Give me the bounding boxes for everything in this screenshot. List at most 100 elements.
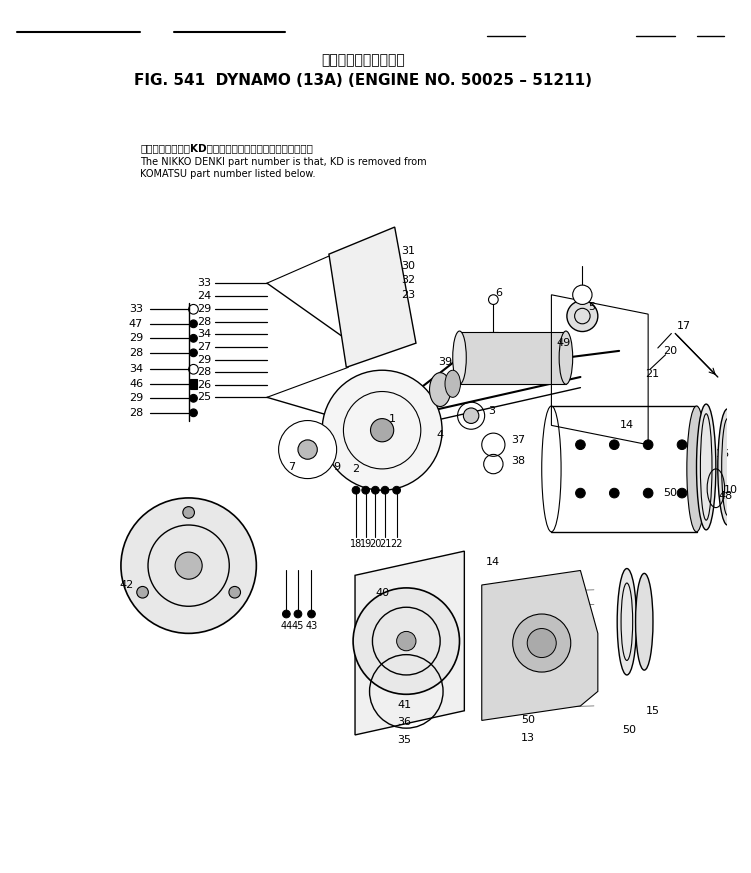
Circle shape <box>352 486 360 494</box>
Text: 44: 44 <box>280 621 292 630</box>
Text: KOMATSU part number listed below.: KOMATSU part number listed below. <box>140 168 315 179</box>
Text: The NIKKO DENKI part number is that, KD is removed from: The NIKKO DENKI part number is that, KD … <box>140 157 427 168</box>
Ellipse shape <box>559 331 573 384</box>
Text: 36: 36 <box>397 718 412 727</box>
Ellipse shape <box>445 370 460 397</box>
Text: 25: 25 <box>197 392 211 402</box>
Circle shape <box>121 498 256 634</box>
Text: 6: 6 <box>496 288 502 298</box>
Text: 12: 12 <box>638 629 653 638</box>
Ellipse shape <box>741 414 751 520</box>
Text: 34: 34 <box>129 364 143 375</box>
Circle shape <box>575 440 585 450</box>
Circle shape <box>279 421 336 478</box>
Polygon shape <box>481 570 598 720</box>
Circle shape <box>527 629 556 657</box>
Text: 40: 40 <box>375 588 389 598</box>
Ellipse shape <box>696 404 716 530</box>
Text: 29: 29 <box>197 354 211 365</box>
Text: 42: 42 <box>119 580 134 590</box>
Text: ダイナモ　　適用号機: ダイナモ 適用号機 <box>321 52 405 66</box>
Polygon shape <box>189 379 198 388</box>
Ellipse shape <box>687 406 706 532</box>
Text: 14: 14 <box>487 557 500 567</box>
Polygon shape <box>460 332 566 384</box>
Text: 33: 33 <box>197 278 211 288</box>
Circle shape <box>372 486 379 494</box>
Text: 45: 45 <box>292 621 304 630</box>
Text: 31: 31 <box>402 246 415 257</box>
Text: 29: 29 <box>197 305 211 314</box>
Text: 50: 50 <box>622 725 636 735</box>
Text: 18: 18 <box>350 540 362 549</box>
Text: 26: 26 <box>197 380 211 389</box>
Text: 13: 13 <box>521 732 535 743</box>
Circle shape <box>322 370 442 491</box>
Ellipse shape <box>430 373 451 407</box>
Ellipse shape <box>718 409 737 525</box>
Text: FIG. 541  DYNAMO (13A) (ENGINE NO. 50025 – 51211): FIG. 541 DYNAMO (13A) (ENGINE NO. 50025 … <box>134 72 592 87</box>
Text: 16: 16 <box>716 450 730 459</box>
Ellipse shape <box>635 574 653 670</box>
Text: 14: 14 <box>620 421 634 430</box>
Circle shape <box>137 587 149 598</box>
Text: 20: 20 <box>664 346 677 356</box>
Circle shape <box>189 320 198 327</box>
Text: 29: 29 <box>129 394 143 403</box>
Text: 46: 46 <box>129 379 143 388</box>
Text: 4: 4 <box>436 430 444 440</box>
Text: 15: 15 <box>696 484 710 493</box>
Text: 47: 47 <box>129 319 143 329</box>
Text: 28: 28 <box>197 317 211 327</box>
Text: 33: 33 <box>129 305 143 314</box>
Text: 23: 23 <box>402 290 415 299</box>
Text: 2: 2 <box>352 464 360 474</box>
Text: 38: 38 <box>511 457 525 466</box>
Text: 7: 7 <box>288 462 296 472</box>
Text: 49: 49 <box>556 338 571 348</box>
Ellipse shape <box>617 568 637 675</box>
Circle shape <box>175 552 202 579</box>
Text: 17: 17 <box>677 320 691 331</box>
Circle shape <box>189 334 198 342</box>
Text: 5: 5 <box>588 302 595 313</box>
Text: 30: 30 <box>402 261 415 271</box>
Text: 39: 39 <box>439 358 453 368</box>
Text: 50: 50 <box>663 488 677 498</box>
Circle shape <box>677 488 687 498</box>
Text: 27: 27 <box>197 342 211 352</box>
Circle shape <box>610 440 619 450</box>
Text: 15: 15 <box>646 705 660 716</box>
Text: 28: 28 <box>129 347 143 358</box>
Circle shape <box>463 408 479 423</box>
Text: 43: 43 <box>306 621 318 630</box>
Circle shape <box>370 418 394 442</box>
Text: 50: 50 <box>521 716 535 725</box>
Text: 12: 12 <box>696 450 710 459</box>
Circle shape <box>189 395 198 402</box>
Circle shape <box>393 486 400 494</box>
Circle shape <box>575 488 585 498</box>
Text: 29: 29 <box>129 333 143 343</box>
Text: 20: 20 <box>369 540 382 549</box>
Circle shape <box>644 440 653 450</box>
Text: 22: 22 <box>391 540 403 549</box>
Circle shape <box>189 409 198 416</box>
Polygon shape <box>355 551 464 735</box>
Circle shape <box>644 488 653 498</box>
Circle shape <box>298 440 318 459</box>
Circle shape <box>189 349 198 357</box>
Circle shape <box>397 631 416 650</box>
Text: 35: 35 <box>397 735 412 745</box>
Text: 37: 37 <box>511 435 525 445</box>
Circle shape <box>489 295 498 305</box>
Text: 9: 9 <box>333 462 340 472</box>
Text: 3: 3 <box>489 406 496 416</box>
Text: 28: 28 <box>197 368 211 377</box>
Circle shape <box>353 588 460 694</box>
Circle shape <box>294 610 302 618</box>
Text: 28: 28 <box>129 408 143 418</box>
Circle shape <box>282 610 290 618</box>
Circle shape <box>182 506 195 519</box>
Circle shape <box>513 614 571 672</box>
